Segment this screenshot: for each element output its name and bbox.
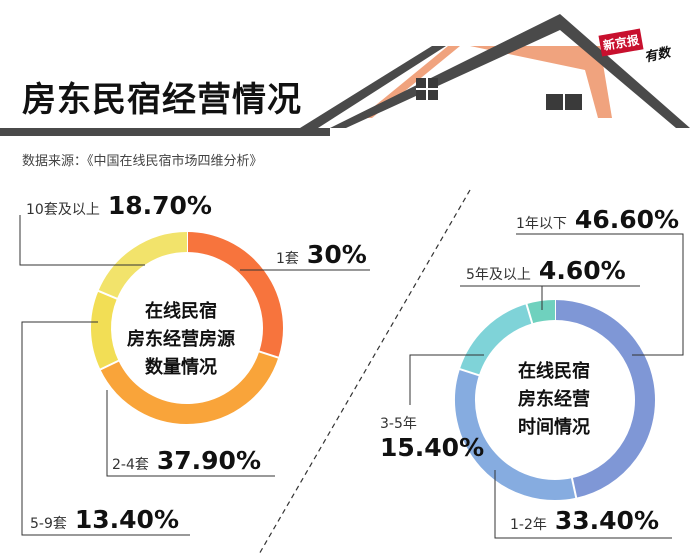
header-underline [0,128,330,136]
center-line: 时间情况 [518,417,590,438]
slice-value: 13.40% [74,505,180,534]
donut-chart-listings [91,231,283,424]
leader-line [19,215,145,266]
leader-line [494,470,672,539]
leader-line [516,233,684,356]
roof-accent [470,46,612,118]
donut-slice [455,369,577,500]
house-roof-graphic [0,14,690,136]
slice-label: 10套及以上 18.70% [26,191,212,220]
donut-slice [186,232,283,358]
slice-label: 1套 30% [276,240,367,269]
donut-slice [554,300,655,498]
slice-value: 4.60% [538,256,626,285]
leader-line [21,321,190,536]
slice-value: 33.40% [554,506,660,535]
slice-separator [258,350,280,359]
donut-center-text: 在线民宿 房东经营 时间情况 [484,358,624,442]
data-source: 数据来源：《中国在线民宿市场四维分析》 [22,154,263,169]
donut-chart-duration [455,299,655,500]
donut-slice [98,232,188,299]
slice-label: 5年及以上 4.60% [466,256,626,285]
slice-separator [97,289,119,301]
donut-slice [459,304,533,376]
donut-slice [100,351,279,424]
slice-category: 1套 [276,251,299,267]
leader-line [409,354,484,405]
slice-category: 10套及以上 [26,202,100,218]
slice-category: 5-9套 [30,516,67,532]
slice-category: 1-2年 [510,517,547,533]
leader-line [106,390,275,477]
donut-slice [526,300,556,324]
slice-label: 3-5年 15.40% [380,413,484,462]
slice-value: 46.60% [574,205,680,234]
divider-line [257,189,471,557]
slice-separator [525,302,534,325]
slice-category: 5年及以上 [466,267,531,283]
slice-category: 1年以下 [516,216,567,232]
slice-label: 5-9套 13.40% [30,505,179,534]
center-line: 房东经营 [518,389,590,410]
center-line: 房东经营房源 [127,329,235,350]
donut-center-text: 在线民宿 房东经营房源 数量情况 [106,298,256,382]
slice-label: 1-2年 33.40% [510,506,659,535]
leader-lines [19,215,684,539]
center-line: 在线民宿 [145,301,217,322]
slice-category: 3-5年 [380,416,417,432]
slice-separator [458,367,481,377]
center-line: 数量情况 [145,357,217,378]
slice-separator [99,359,120,371]
slice-label: 1年以下 46.60% [516,205,679,234]
slice-value: 15.40% [380,433,485,462]
slice-separator [570,476,578,499]
slice-value: 30% [306,240,367,269]
slice-category: 2-4套 [112,457,149,473]
roof-main [330,14,690,128]
slice-label: 2-4套 37.90% [112,446,261,475]
roof-accent [360,46,460,118]
slice-value: 18.70% [107,191,212,220]
donut-slice [91,290,119,370]
roof-secondary [300,46,446,128]
window-icon [546,94,582,110]
page-title: 房东民宿经营情况 [22,80,302,120]
slice-value: 37.90% [156,446,262,475]
window-icon [416,78,438,100]
center-line: 在线民宿 [518,361,590,382]
